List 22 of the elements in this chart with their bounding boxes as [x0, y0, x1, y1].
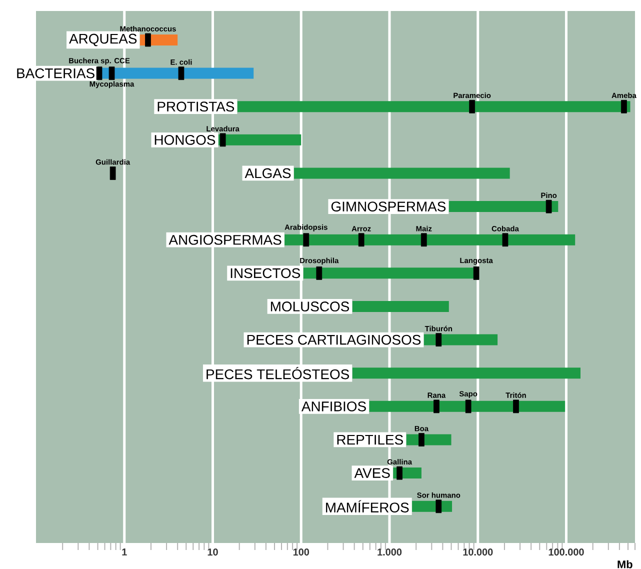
x-tick-label: 1.000 — [378, 548, 402, 556]
y-tick-label: PECES TELEÓSTEOS — [206, 366, 350, 380]
y-tick-label: HONGOS — [154, 134, 216, 145]
y-tick-label: ANFIBIOS — [301, 401, 366, 412]
y-tick-label: PROTISTAS — [158, 102, 234, 112]
y-tick-label: BACTERIAS — [17, 68, 94, 78]
y-tick-label: ARQUEAS — [69, 34, 137, 46]
y-tick-label: GIMNOSPERMAS — [331, 202, 446, 212]
x-tick-label: 100.000 — [548, 548, 584, 556]
y-tick-label: MOLUSCOS — [270, 302, 350, 312]
y-tick-label: PECES CARTILAGINOSOS — [247, 334, 421, 345]
x-tick-label: 10 — [208, 548, 218, 556]
y-tick-label: ALGAS — [244, 168, 291, 178]
y-tick-label: INSECTOS — [230, 268, 300, 278]
y-tick-label: AVES — [354, 468, 390, 478]
y-tick-label: REPTILES — [337, 434, 403, 445]
y-tick-label: MAMÍFEROS — [326, 500, 409, 512]
x-axis-title: Mb — [618, 560, 632, 568]
x-tick-label: 100 — [293, 548, 310, 556]
x-tick-label: 10.000 — [463, 548, 493, 556]
x-tick-label: 1 — [122, 548, 127, 556]
y-tick-label: ANGIOSPERMAS — [168, 234, 282, 245]
